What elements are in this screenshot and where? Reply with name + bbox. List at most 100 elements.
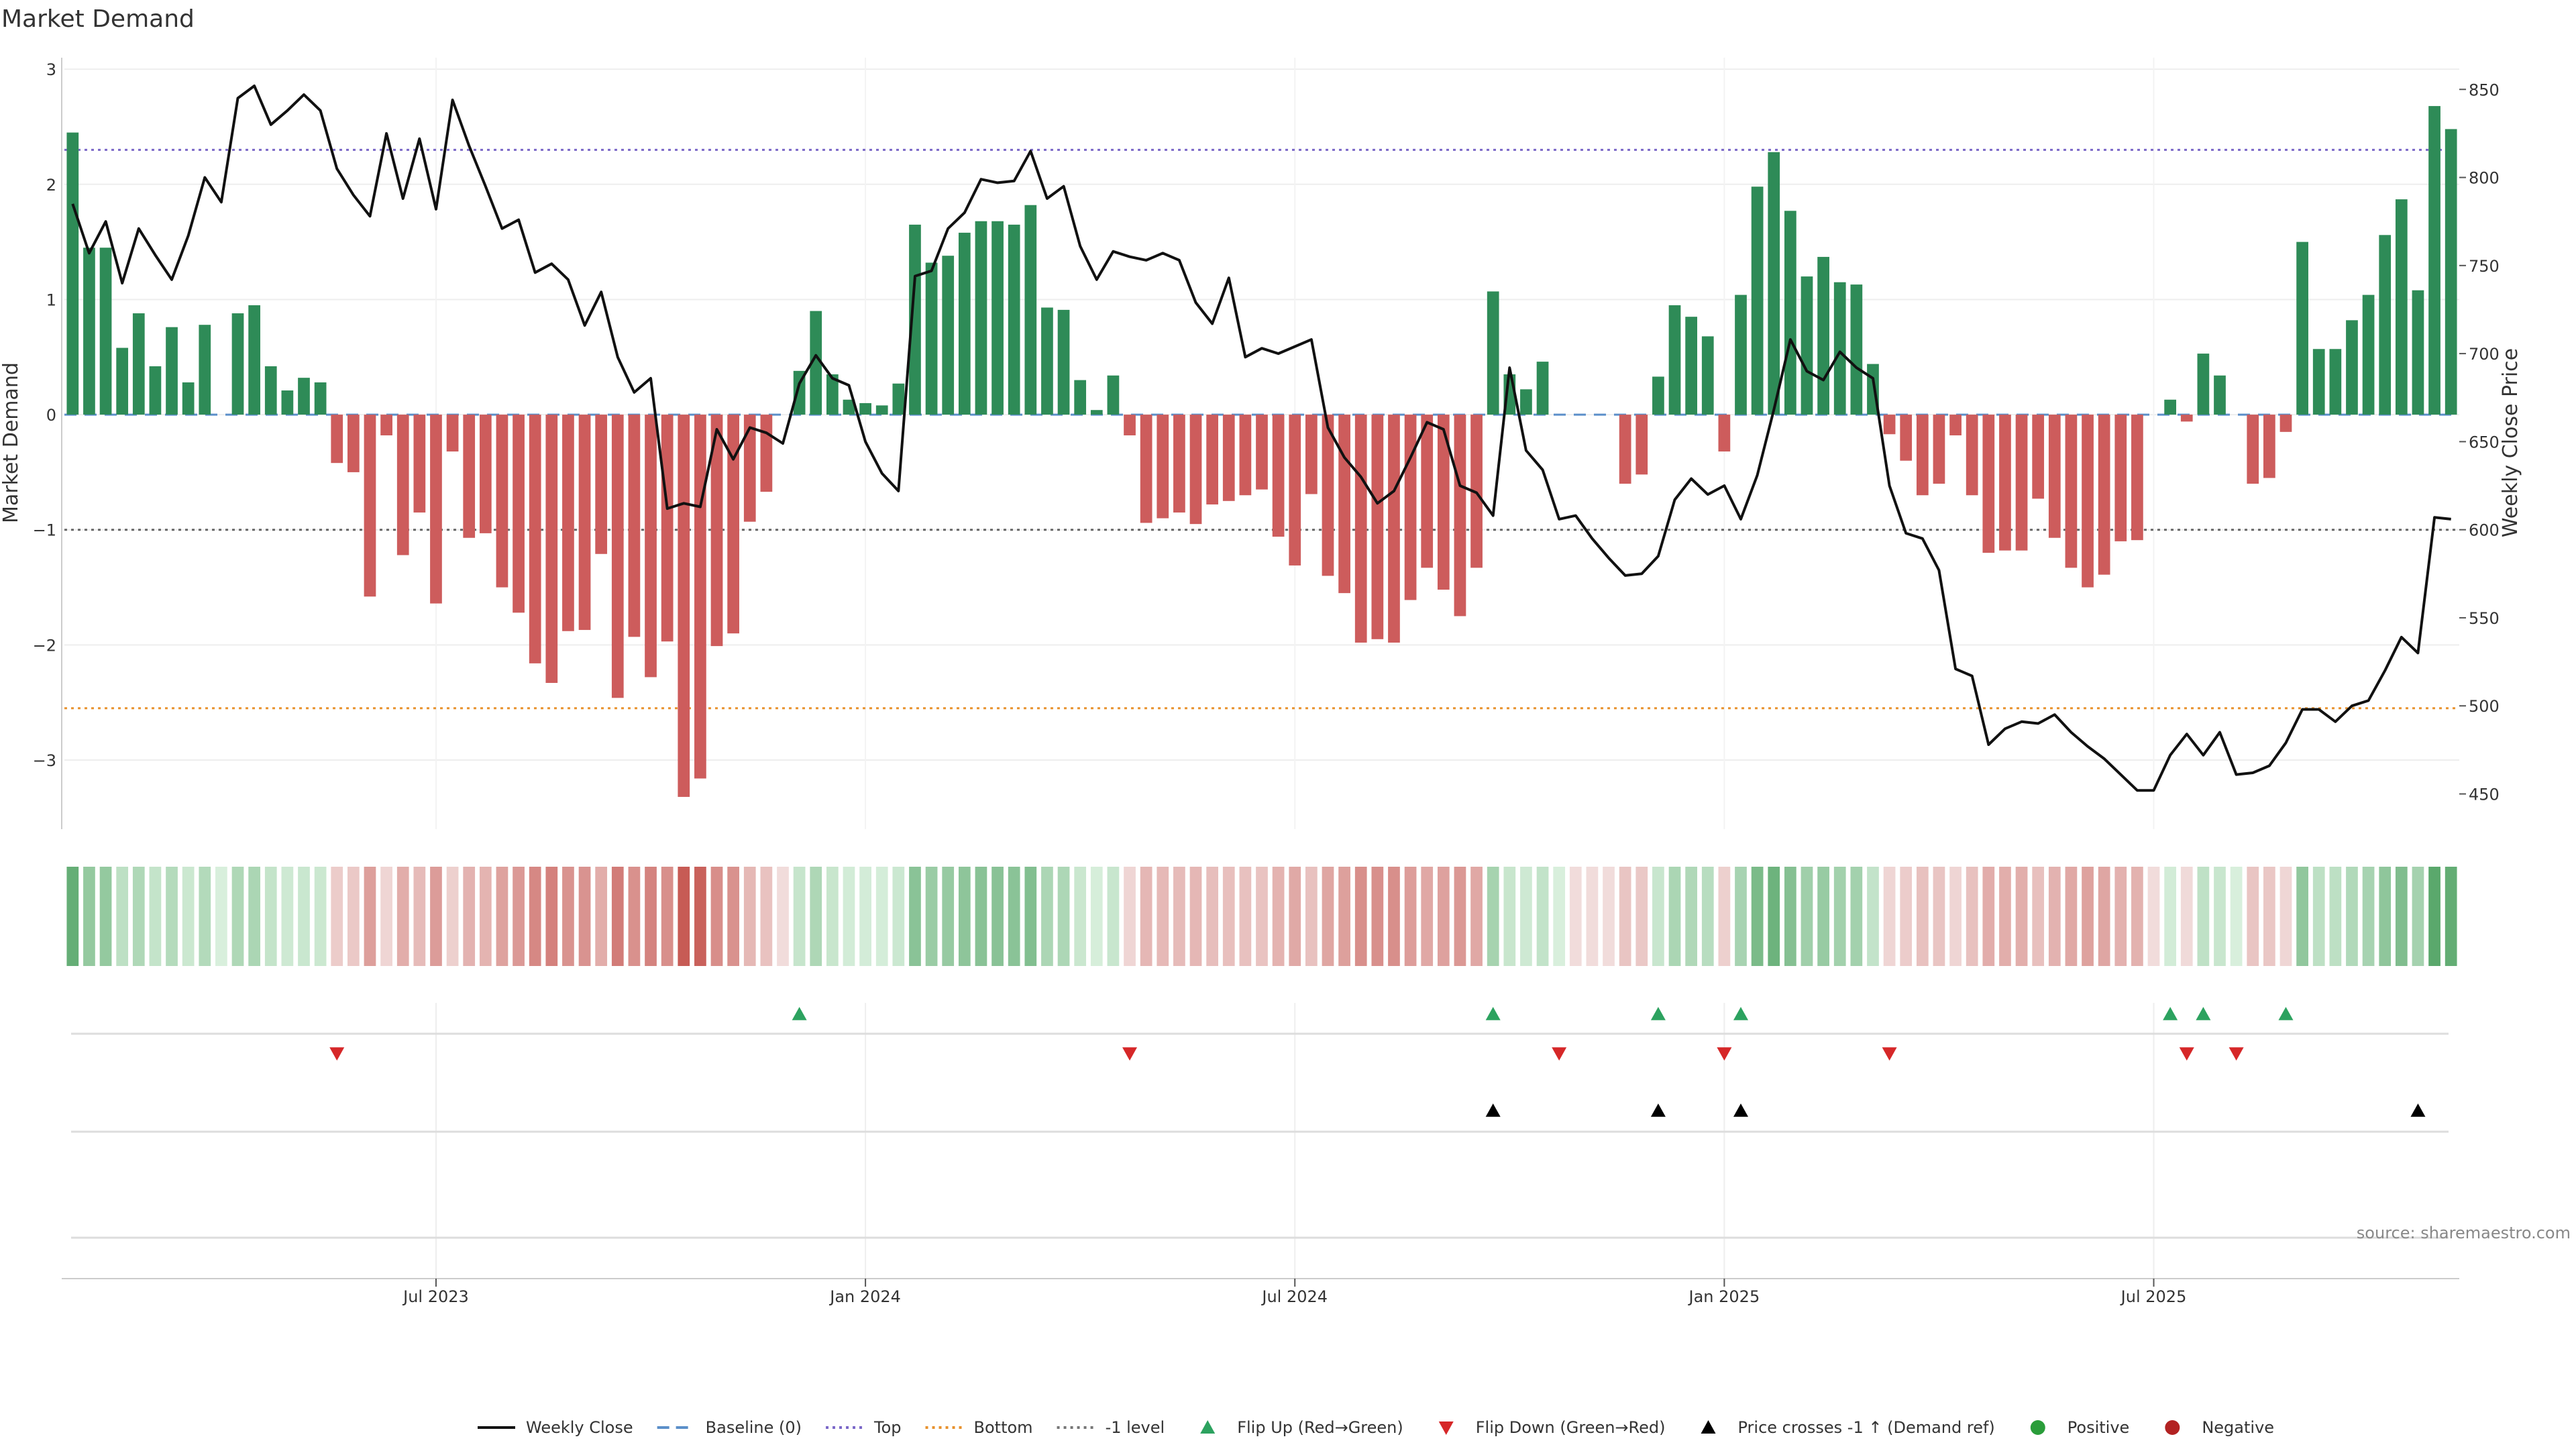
demand-bar-negative [611,415,624,698]
demand-bar-negative [347,415,360,472]
heat-cell [1008,867,1020,966]
demand-bar-negative [1272,415,1285,537]
demand-bar-negative [496,415,508,588]
flip-up-marker [2196,1007,2211,1020]
y2-tick-label: 800 [2469,169,2500,188]
demand-bar-negative [1124,415,1136,435]
heat-cell [479,867,492,966]
demand-bar-negative [743,415,756,522]
flip-down-marker [2229,1047,2244,1061]
heat-cell [1900,867,1913,966]
heat-cell [513,867,525,966]
demand-bar-negative [1189,415,1202,525]
demand-bar-positive [859,402,871,415]
heat-cell [199,867,211,966]
heat-cell [2412,867,2424,966]
heat-cell [1354,867,1367,966]
demand-bar-positive [2362,294,2375,415]
legend-label: Flip Down (Green→Red) [1476,1418,1666,1437]
y-axis-label-group: Market Demand [0,362,23,523]
demand-bar-positive [1768,152,1780,415]
demand-bar-positive [2312,349,2325,415]
heat-cell [2329,867,2342,966]
heat-cell [331,867,343,966]
legend-label: Top [873,1418,902,1437]
demand-bar-positive [248,305,261,415]
demand-bar-positive [875,405,888,415]
heat-cell [1735,867,1747,966]
heat-cell [1421,867,1434,966]
y-tick-label: −3 [33,751,56,770]
heat-cell [1404,867,1417,966]
heat-cell [1371,867,1384,966]
demand-bar-negative [1140,415,1152,523]
flip-down-marker [1882,1047,1897,1061]
legend-item: Positive [2030,1418,2129,1437]
demand-bar-negative [513,415,525,613]
flip-up-marker [2163,1007,2178,1020]
heat-cell [446,867,459,966]
demand-bar-positive [975,221,987,415]
price-cross-marker [1733,1104,1748,1117]
heat-cell [314,867,327,966]
demand-bar-negative [562,415,574,631]
demand-bar-negative [710,415,723,647]
demand-bar-negative [1421,415,1434,568]
demand-bar-negative [396,415,409,555]
demand-bar-positive [1041,307,1053,415]
heat-cell [694,867,706,966]
demand-bar-positive [1817,256,1829,415]
demand-bar-positive [2346,320,2358,415]
heat-cell [545,867,558,966]
heat-cell [166,867,178,966]
heat-cell [529,867,541,966]
demand-bar-negative [595,415,608,554]
demand-bar-positive [1487,291,1499,415]
demand-bar-negative [2015,415,2028,551]
heat-cell [1173,867,1185,966]
demand-bar-negative [2065,415,2078,568]
heat-cell [149,867,162,966]
heat-cell [1850,867,1863,966]
demand-bar-negative [2279,415,2292,432]
heat-cell [843,867,855,966]
legend-label: Negative [2202,1418,2274,1437]
demand-bar-negative [1718,415,1731,452]
demand-bar-positive [1784,211,1796,415]
price-cross-marker [1650,1104,1666,1117]
flip-down-marker [329,1047,345,1061]
heat-cell [2230,867,2243,966]
heat-cell [281,867,294,966]
demand-bar-positive [2214,375,2226,415]
demand-bar-positive [1833,282,1846,415]
heat-cell [1635,867,1648,966]
legend-swatch [1438,1421,1454,1435]
legend-item: Baseline (0) [657,1418,802,1437]
y-axis-label: Market Demand [0,362,23,523]
demand-bar-positive [1074,380,1087,415]
demand-bar-positive [1668,305,1681,415]
demand-bar-positive [1008,224,1020,415]
demand-bar-negative [446,415,459,452]
heat-cell [611,867,624,966]
heat-cell [1668,867,1681,966]
heat-cell [678,867,690,966]
demand-bar-positive [1520,389,1532,415]
demand-bar-positive [2197,354,2210,415]
demand-bar-negative [529,415,541,663]
source-text: source: sharemaestro.com [2357,1224,2571,1242]
heat-cell [2312,867,2325,966]
heat-cell [645,867,657,966]
x-tick-label: Jul 2025 [2120,1287,2187,1306]
y-tick-label: −2 [33,636,56,655]
demand-bar-negative [694,415,706,779]
demand-bar-positive [149,366,162,415]
demand-bar-positive [2164,399,2177,415]
demand-bar-positive [826,374,839,415]
demand-bar-positive [958,232,971,415]
y2-axis-label-group: Weekly Close Price [2499,348,2522,537]
demand-bar-negative [380,415,392,435]
demand-bar-negative [628,415,641,637]
demand-bar-negative [1338,415,1350,594]
